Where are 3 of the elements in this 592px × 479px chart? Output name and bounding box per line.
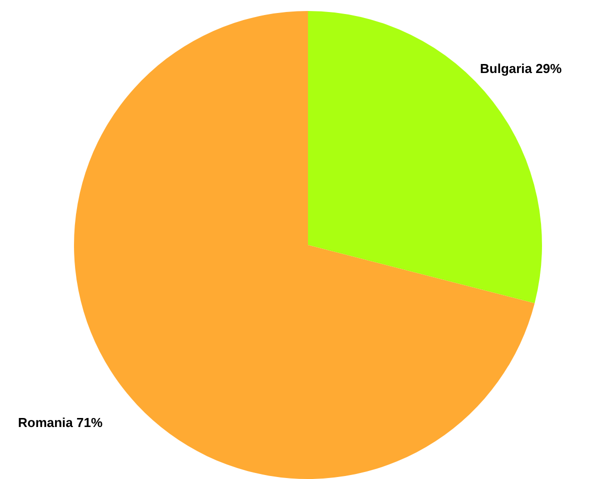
pie-slice <box>74 11 535 479</box>
slice-label: Romania 71% <box>18 415 103 430</box>
slice-label: Bulgaria 29% <box>480 61 562 76</box>
